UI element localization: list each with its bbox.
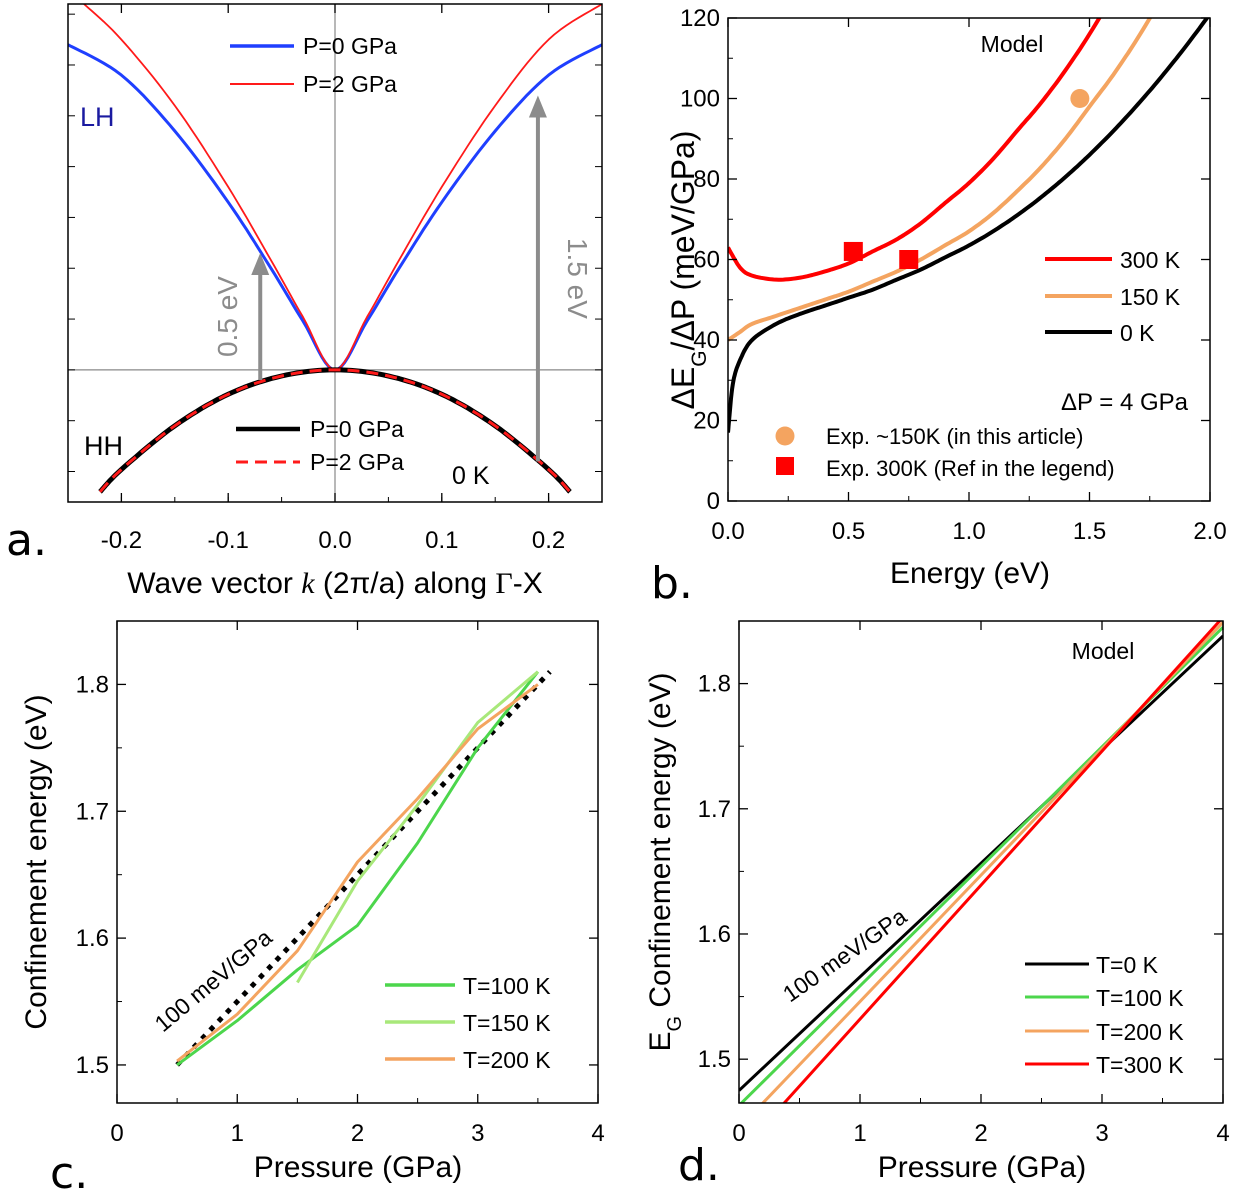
d-y-axis-label: EG Confinement energy (eV) — [644, 672, 686, 1051]
b-ytick-label: 80 — [693, 166, 720, 193]
d-series-3 — [782, 621, 1222, 1103]
b-exp-point-square — [843, 241, 863, 261]
a-xtick-label: 0.1 — [425, 527, 458, 554]
a-x-axis-label: Wave vector k (2π/a) along Γ-X — [127, 567, 542, 600]
b-series-0 — [728, 18, 1102, 282]
a-xtick-label: -0.2 — [101, 527, 142, 554]
c-xtick-label: 1 — [231, 1120, 244, 1147]
a-xtick-label: 0.2 — [532, 527, 565, 554]
b-series-1 — [728, 18, 1153, 342]
b-exp-point-square — [899, 250, 919, 269]
b-legend-square-marker — [776, 457, 794, 475]
b-ytick-label: 100 — [680, 86, 720, 113]
a-legend-label-lh-0: P=0 GPa — [303, 33, 397, 59]
c-ytick-label: 1.8 — [76, 671, 109, 698]
d-ytick-label: 1.6 — [698, 921, 731, 948]
d-ytick-label: 1.8 — [698, 671, 731, 698]
b-model-title: Model — [981, 31, 1044, 57]
b-panel-label: b. — [651, 558, 693, 609]
c-series-1 — [296, 670, 539, 984]
d-legend-label-1: T=100 K — [1096, 985, 1184, 1011]
b-xtick-label: 1.0 — [952, 518, 985, 545]
c-legend-label-2: T=200 K — [463, 1047, 551, 1073]
c-panel-label: c. — [50, 1148, 88, 1196]
d-x-axis-label: Pressure (GPa) — [878, 1151, 1086, 1184]
b-xtick-label: 0.5 — [832, 518, 865, 545]
b-ytick-label: 120 — [680, 5, 720, 32]
c-xtick-label: 0 — [110, 1120, 123, 1147]
d-xtick-label: 4 — [1216, 1120, 1229, 1147]
b-legend-label-0: 300 K — [1120, 247, 1181, 273]
a-panel-label: a. — [6, 515, 47, 566]
d-xtick-label: 3 — [1095, 1120, 1108, 1147]
b-legend-label-1: 150 K — [1120, 284, 1181, 310]
b-ytick-label: 0 — [707, 488, 720, 515]
b-legend-square-label: Exp. 300K (Ref in the legend) — [826, 456, 1115, 481]
a-lh-label: LH — [80, 102, 115, 132]
b-xtick-label: 0.0 — [711, 518, 744, 545]
d-legend-label-0: T=0 K — [1096, 952, 1159, 978]
b-xtick-label: 1.5 — [1073, 518, 1106, 545]
c-xtick-label: 3 — [471, 1120, 484, 1147]
a-arrow-head-1 — [528, 95, 547, 118]
a-temperature-label: 0 K — [452, 462, 490, 490]
b-exp-point-circle — [1070, 89, 1090, 108]
a-arrow-head-0 — [251, 253, 270, 275]
b-legend-circle-marker — [775, 426, 795, 446]
c-slope-label: 100 meV/GPa — [150, 924, 278, 1037]
a-xtick-label: -0.1 — [208, 527, 249, 554]
c-reference-slope-line — [175, 670, 552, 1067]
c-xtick-label: 2 — [351, 1120, 364, 1147]
c-legend-label-0: T=100 K — [463, 973, 551, 999]
d-xtick-label: 1 — [853, 1120, 866, 1147]
d-legend-label-2: T=200 K — [1096, 1019, 1184, 1045]
c-xtick-label: 4 — [591, 1120, 604, 1147]
d-xtick-label: 2 — [974, 1120, 987, 1147]
a-legend-label-hh-3: P=2 GPa — [310, 449, 404, 475]
c-x-axis-label: Pressure (GPa) — [254, 1151, 462, 1184]
b-ytick-label: 60 — [693, 247, 720, 274]
d-xtick-label: 0 — [732, 1120, 745, 1147]
c-ytick-label: 1.6 — [76, 925, 109, 952]
a-series-hh-3 — [98, 368, 572, 493]
b-delta-p-annotation: ΔP = 4 GPa — [1061, 389, 1189, 416]
a-arrow-label-0: 0.5 eV — [212, 276, 243, 357]
b-y-axis-label: ΔEG/ΔP (meV/GPa) — [665, 130, 711, 409]
a-legend-label-hh-2: P=0 GPa — [310, 416, 404, 442]
c-ytick-label: 1.7 — [76, 798, 109, 825]
d-ytick-label: 1.7 — [698, 796, 731, 823]
a-legend-label-lh-1: P=2 GPa — [303, 71, 397, 97]
d-model-title: Model — [1072, 638, 1135, 664]
d-legend-label-3: T=300 K — [1096, 1052, 1184, 1078]
c-series-0 — [176, 670, 540, 1067]
a-xtick-label: 0.0 — [318, 527, 351, 554]
d-ytick-label: 1.5 — [698, 1046, 731, 1073]
b-series-2 — [728, 18, 1210, 433]
d-panel-label: d. — [678, 1140, 720, 1191]
c-series-2 — [176, 683, 539, 1063]
b-xtick-label: 2.0 — [1193, 518, 1226, 545]
a-hh-label: HH — [84, 431, 123, 461]
b-ytick-label: 40 — [693, 327, 720, 354]
c-legend-label-1: T=150 K — [463, 1010, 551, 1036]
c-y-axis-label: Confinement energy (eV) — [20, 694, 53, 1029]
b-x-axis-label: Energy (eV) — [890, 557, 1050, 590]
c-ytick-label: 1.5 — [76, 1052, 109, 1079]
b-legend-circle-label: Exp. ~150K (in this article) — [826, 424, 1083, 449]
a-arrow-label-1: 1.5 eV — [562, 238, 593, 319]
d-series-0 — [739, 634, 1223, 1092]
b-ytick-label: 20 — [693, 408, 720, 435]
b-legend-label-2: 0 K — [1120, 320, 1155, 346]
